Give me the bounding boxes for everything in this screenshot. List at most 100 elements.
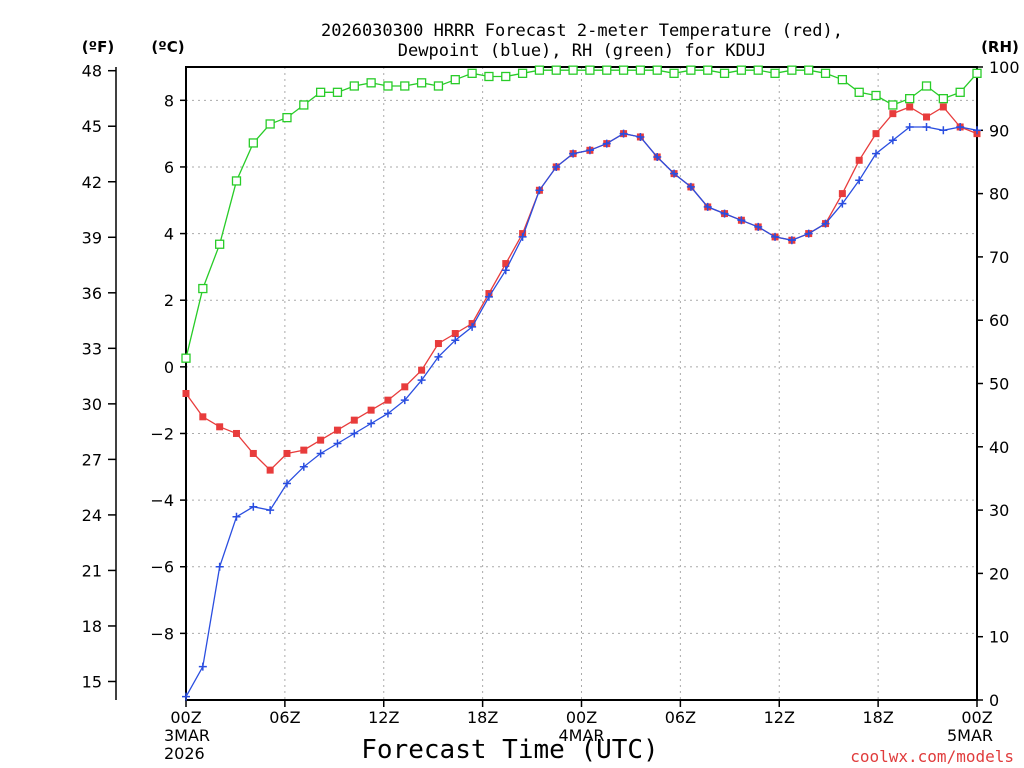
rh-tick-label: 60 <box>989 311 1009 330</box>
chart-title-line1: 2026030300 HRRR Forecast 2-meter Tempera… <box>321 21 843 41</box>
temperature-point <box>906 103 914 111</box>
rh-point <box>635 65 646 75</box>
rh-point <box>686 65 696 75</box>
dewpoint-point <box>249 502 258 511</box>
celsius-tick-label: −4 <box>150 491 174 510</box>
temperature-point <box>300 446 308 454</box>
dewpoint-point <box>451 336 460 345</box>
celsius-unit-label: (ºC) <box>151 38 184 56</box>
dewpoint-point <box>905 122 914 131</box>
dewpoint-point <box>468 322 477 331</box>
dewpoint-point <box>182 692 190 701</box>
temperature-point <box>216 423 224 431</box>
x-tick-label: 12Z <box>368 708 399 727</box>
dewpoint-point <box>215 562 224 571</box>
dewpoint-point <box>703 202 712 211</box>
dewpoint-point <box>383 409 392 418</box>
rh-point <box>517 68 528 78</box>
rh-point <box>972 68 982 78</box>
rh-point <box>400 81 410 91</box>
temperature-point <box>350 416 358 424</box>
rh-point <box>955 87 965 97</box>
rh-point <box>349 81 359 91</box>
x-tick-year-label: 2026 <box>164 744 205 763</box>
rh-unit-label: (RH) <box>981 38 1019 56</box>
rh-point <box>669 68 679 78</box>
celsius-tick-label: 2 <box>164 291 174 310</box>
rh-tick-label: 30 <box>989 501 1009 520</box>
rh-point <box>198 283 208 294</box>
temperature-point <box>838 190 846 198</box>
rh-tick-label: 0 <box>989 691 999 710</box>
fahrenheit-tick-label: 36 <box>82 284 102 303</box>
rh-point <box>315 87 326 97</box>
x-tick-label: 18Z <box>467 708 498 727</box>
x-tick-date-label: 3MAR <box>164 726 210 745</box>
rh-point <box>265 119 275 129</box>
rh-point <box>820 68 831 78</box>
chart-title-line2: Dewpoint (blue), RH (green) for KDUJ <box>398 41 766 61</box>
rh-point <box>501 71 511 82</box>
rh-point <box>787 65 797 75</box>
dewpoint-point <box>232 512 241 521</box>
dewpoint-point <box>653 152 662 161</box>
dewpoint-point <box>973 126 981 135</box>
rh-point <box>248 138 258 148</box>
rh-point <box>719 68 730 78</box>
temperature-point <box>939 103 947 111</box>
x-axis-label: Forecast Time (UTC) <box>361 735 658 765</box>
dewpoint-point <box>299 462 308 471</box>
celsius-tick-label: −6 <box>150 558 174 577</box>
dewpoint-point <box>350 429 359 438</box>
temperature-point <box>889 110 897 118</box>
credit-link[interactable]: coolwx.com/models <box>850 747 1014 766</box>
temperature-point <box>182 389 190 397</box>
rh-point <box>215 239 225 249</box>
rh-point <box>770 68 780 78</box>
rh-point <box>888 100 898 110</box>
axes: 151821242730333639424548−8−6−4−202468010… <box>82 58 1020 763</box>
x-tick-label: 00Z <box>566 708 597 727</box>
dewpoint-point <box>552 162 561 171</box>
dewpoint-line <box>185 126 978 698</box>
dewpoint-point <box>333 439 342 448</box>
fahrenheit-unit-label: (ºF) <box>82 38 114 56</box>
x-tick-label: 00Z <box>961 708 992 727</box>
dewpoint-point <box>888 136 897 145</box>
celsius-tick-label: 4 <box>164 225 174 244</box>
dewpoint-point <box>619 129 628 138</box>
rh-point <box>332 87 343 97</box>
rh-tick-label: 90 <box>989 121 1009 140</box>
rh-point <box>871 90 881 101</box>
celsius-tick-label: 0 <box>164 358 174 377</box>
rh-point <box>433 81 444 91</box>
rh-point <box>618 65 629 75</box>
temperature-point <box>367 406 375 414</box>
fahrenheit-tick-label: 42 <box>82 173 102 192</box>
rh-point <box>366 78 376 88</box>
dewpoint-point <box>316 449 325 458</box>
fahrenheit-tick-label: 15 <box>82 672 102 691</box>
rh-tick-label: 80 <box>989 185 1009 204</box>
rh-point <box>416 78 427 88</box>
dewpoint-point <box>771 232 780 241</box>
fahrenheit-tick-label: 33 <box>82 339 102 358</box>
rh-point <box>551 65 561 75</box>
temperature-point <box>317 436 325 444</box>
temperature-point <box>855 156 863 164</box>
rh-point <box>484 71 494 82</box>
x-tick-label: 06Z <box>665 708 696 727</box>
fahrenheit-tick-label: 48 <box>82 62 102 81</box>
dewpoint-point <box>417 376 426 385</box>
dewpoint-point <box>602 139 611 148</box>
dewpoint-point <box>787 236 796 245</box>
dewpoint-point <box>266 506 275 515</box>
rh-point <box>231 176 242 186</box>
temperature-point <box>401 383 409 391</box>
x-tick-label: 18Z <box>862 708 893 727</box>
rh-point <box>585 65 595 75</box>
dewpoint-point <box>838 199 847 208</box>
rh-point <box>938 94 948 104</box>
dewpoint-point <box>501 266 510 275</box>
